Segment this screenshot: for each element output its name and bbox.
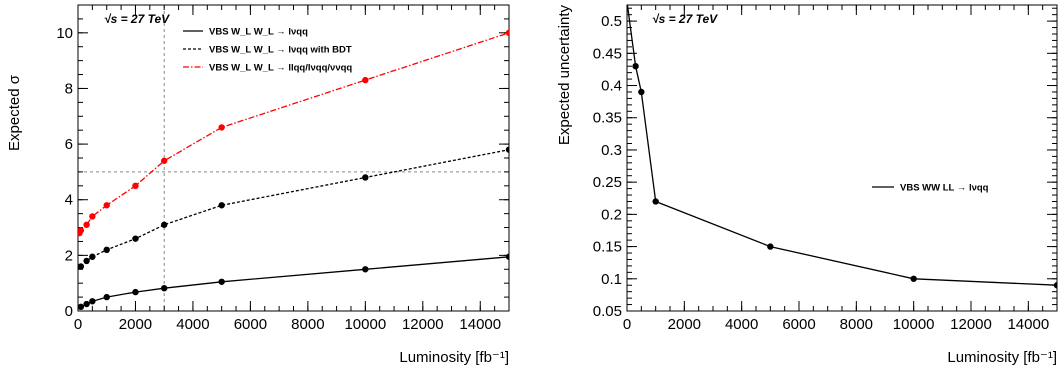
legend-label-1: VBS WW LL → lνqq	[900, 183, 989, 194]
data-point	[362, 76, 369, 84]
data-point	[132, 288, 139, 296]
y-tick-label: 0.4	[601, 78, 622, 95]
data-point	[362, 266, 369, 273]
y-tick-label: 8	[65, 80, 73, 97]
data-point	[132, 182, 139, 190]
x-tick-label: 0	[74, 316, 82, 333]
y-tick-label: 0.2	[601, 206, 622, 223]
data-point	[83, 257, 90, 265]
x-axis-title: Luminosity [fb⁻¹]	[947, 349, 1057, 366]
series-group	[78, 29, 509, 311]
x-tick-label: 10000	[344, 316, 386, 333]
data-point	[89, 213, 96, 220]
y-tick-label: 0.35	[593, 110, 622, 127]
y-tick-label: 0.1	[601, 271, 622, 288]
x-tick-label: 2000	[119, 316, 152, 333]
y-axis-title: Expected σ	[6, 74, 23, 151]
data-point	[505, 253, 509, 260]
x-axis-title: Luminosity [fb⁻¹]	[399, 349, 509, 366]
data-point	[83, 300, 90, 308]
plot-frame	[626, 4, 1058, 312]
data-point	[638, 88, 645, 96]
y-tick-label: 4	[65, 192, 73, 209]
y-tick-label: 0.45	[593, 45, 622, 62]
data-point	[218, 278, 225, 285]
y-tick-label: 0.3	[601, 142, 622, 159]
y-tick-label: 10	[56, 25, 73, 42]
data-point	[89, 298, 96, 305]
data-point	[103, 293, 110, 301]
legend-label-3: VBS W_L W_L → llqq/lνqq/ννqq	[209, 63, 352, 74]
data-point	[218, 124, 225, 131]
data-point	[83, 221, 90, 228]
x-tick-label: 8000	[291, 316, 324, 333]
data-point	[161, 284, 168, 292]
x-tick-label: 6000	[782, 316, 815, 333]
data-point	[632, 62, 639, 70]
x-tick-label: 4000	[725, 316, 758, 333]
x-tick-label: 14000	[1007, 316, 1049, 333]
y-tick-label: 6	[65, 136, 73, 153]
data-point	[78, 227, 85, 234]
series-group	[624, 0, 1057, 289]
data-point	[652, 198, 659, 205]
data-point	[767, 243, 774, 250]
y-tick-label: 2	[65, 247, 73, 264]
data-point	[161, 221, 168, 228]
energy-annotation: √s = 27 TeV	[652, 12, 718, 26]
y-tick-label: 0.25	[593, 174, 622, 191]
data-point	[505, 29, 509, 37]
series-line-1	[627, 5, 1057, 286]
data-point	[1053, 282, 1057, 289]
energy-annotation: √s = 27 TeV	[104, 12, 170, 26]
y-tick-label: 0.5	[601, 13, 622, 30]
data-point	[78, 303, 85, 311]
data-point	[218, 202, 225, 209]
x-tick-label: 12000	[402, 316, 444, 333]
data-point	[132, 235, 139, 242]
x-tick-label: 14000	[459, 316, 501, 333]
data-point	[89, 253, 96, 260]
data-point	[624, 0, 630, 5]
series-line-2	[80, 149, 509, 267]
y-axis-title: Expected uncertainty	[556, 5, 573, 146]
series-line-1	[80, 256, 509, 308]
x-tick-label: 2000	[668, 316, 701, 333]
data-point	[103, 202, 110, 209]
series-line-3	[78, 32, 509, 234]
data-point	[161, 157, 168, 164]
legend-label-1: VBS W_L W_L → lνqq	[209, 27, 308, 38]
x-tick-label: 4000	[176, 316, 209, 333]
x-tick-label: 10000	[893, 316, 935, 333]
data-point	[505, 146, 509, 153]
legend-label-2: VBS W_L W_L → lνqq with BDT	[209, 45, 352, 56]
y-tick-label: 0.05	[593, 303, 622, 320]
x-tick-label: 0	[623, 316, 631, 333]
x-tick-label: 12000	[950, 316, 992, 333]
data-point	[362, 174, 369, 181]
x-tick-label: 8000	[840, 316, 873, 333]
data-point	[910, 275, 917, 282]
data-point	[103, 246, 110, 253]
chart-panel-2: 0 2000 4000 6000 8000 10000 12000 14000 0.05 0.1 0…	[556, 0, 1058, 366]
y-tick-label: 0	[65, 303, 73, 320]
y-tick-label: 0.15	[593, 239, 622, 256]
chart-panel-1: 0 2000 4000 6000 8000 10000 12000 14000 0 2 4 6 8 10 L…	[6, 4, 510, 366]
x-tick-label: 6000	[234, 316, 267, 333]
data-point	[78, 263, 85, 270]
